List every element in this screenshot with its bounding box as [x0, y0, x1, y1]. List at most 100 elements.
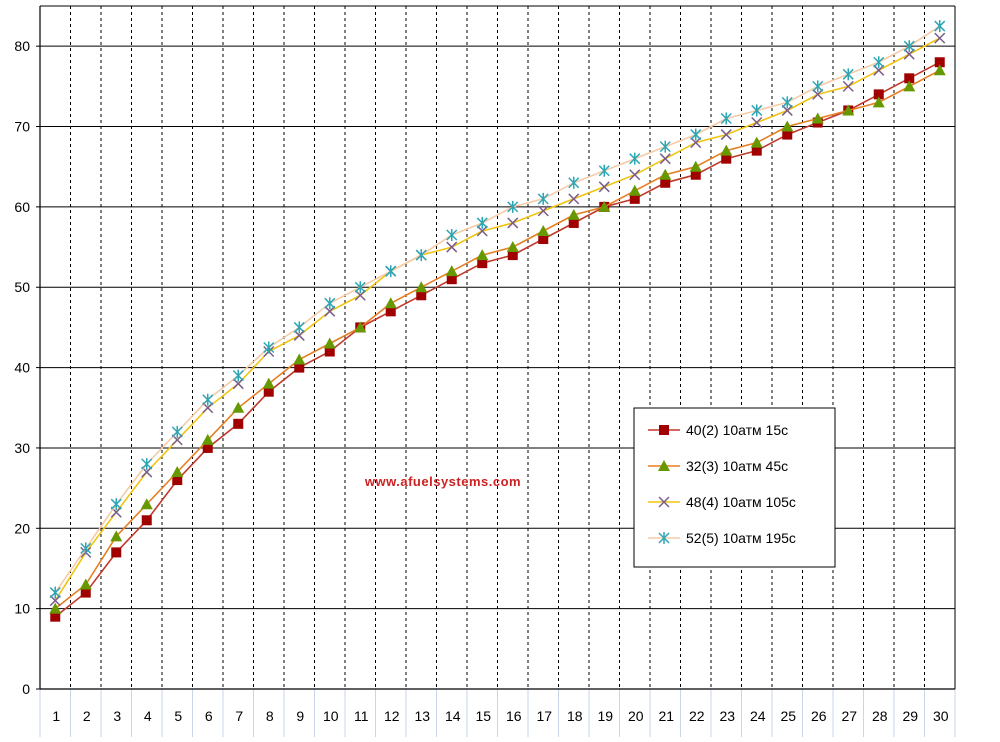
- x-tick-label: 9: [296, 708, 304, 724]
- marker-stroke: [202, 402, 214, 414]
- data-point: [903, 48, 915, 60]
- y-tick-label: 30: [14, 440, 30, 456]
- series-line: [54, 25, 941, 594]
- data-point: [811, 112, 824, 124]
- data-point: [934, 32, 946, 44]
- marker-stroke: [354, 289, 366, 301]
- legend-item: 32(3) 10атм 45с: [648, 458, 788, 474]
- legend-marker: [658, 532, 670, 544]
- x-tick-label: 17: [536, 708, 552, 724]
- legend-item: 48(4) 10атм 105с: [648, 494, 796, 510]
- x-tick-label: 13: [414, 708, 430, 724]
- data-point: [49, 602, 62, 614]
- x-tick-label: 18: [567, 708, 583, 724]
- data-point: [934, 20, 946, 33]
- data-point: [751, 104, 763, 117]
- data-point: [598, 200, 611, 212]
- marker-stroke: [659, 153, 671, 165]
- x-tick-label: 3: [113, 708, 121, 724]
- x-tick-label: 24: [750, 708, 766, 724]
- data-point: [80, 542, 92, 555]
- data-point: [781, 96, 793, 109]
- data-point: [141, 515, 152, 526]
- data-point: [141, 458, 153, 471]
- data-point: [354, 321, 367, 333]
- marker-stroke: [598, 181, 610, 193]
- marker-stroke: [903, 48, 915, 60]
- x-tick-label: 26: [811, 708, 827, 724]
- marker-stroke: [507, 217, 519, 229]
- data-point: [598, 164, 610, 177]
- data-point: [842, 104, 855, 116]
- data-point: [171, 466, 184, 478]
- data-point: [842, 80, 854, 92]
- data-point: [659, 140, 671, 153]
- data-point: [415, 249, 427, 262]
- data-point: [720, 129, 732, 141]
- data-point: [873, 56, 885, 69]
- data-point: [80, 587, 91, 598]
- y-tick-label: 50: [14, 279, 30, 295]
- data-point: [812, 88, 824, 100]
- legend-label: 40(2) 10атм 15с: [686, 422, 788, 438]
- marker-stroke: [658, 496, 670, 508]
- data-point: [629, 193, 640, 204]
- data-point: [293, 353, 306, 365]
- marker-stroke: [476, 225, 488, 237]
- series-1: [50, 57, 945, 622]
- x-tick-label: 5: [174, 708, 182, 724]
- data-point: [111, 547, 122, 558]
- y-tick-label: 70: [14, 119, 30, 135]
- data-point: [324, 346, 335, 357]
- legend-label: 32(3) 10атм 45с: [686, 458, 788, 474]
- x-tick-label: 15: [475, 708, 491, 724]
- data-point: [537, 192, 549, 205]
- x-tick-label: 4: [144, 708, 152, 724]
- data-point: [720, 144, 733, 156]
- marker-stroke: [873, 64, 885, 76]
- legend-item: 52(5) 10атм 195с: [648, 530, 796, 546]
- data-point: [934, 57, 945, 68]
- data-point: [872, 96, 885, 108]
- data-point: [201, 433, 214, 445]
- x-tick-label: 23: [719, 708, 735, 724]
- x-tick-label: 7: [235, 708, 243, 724]
- data-point: [294, 362, 305, 373]
- data-point: [445, 265, 458, 277]
- data-point: [750, 136, 763, 148]
- data-point: [50, 611, 61, 622]
- data-point: [477, 258, 488, 269]
- marker-stroke: [293, 329, 305, 341]
- data-point: [172, 475, 183, 486]
- data-point: [751, 145, 762, 156]
- data-point: [507, 217, 519, 229]
- data-point: [873, 89, 884, 100]
- y-tick-label: 0: [22, 681, 30, 697]
- x-tick-label: 21: [658, 708, 674, 724]
- data-point: [262, 377, 275, 389]
- x-tick-label: 29: [902, 708, 918, 724]
- data-point: [659, 168, 672, 180]
- marker-stroke: [324, 305, 336, 317]
- data-point: [293, 329, 305, 341]
- data-point: [415, 281, 428, 293]
- data-point: [568, 176, 580, 189]
- marker-stroke: [446, 241, 458, 253]
- data-point: [263, 341, 275, 354]
- data-point: [690, 137, 702, 149]
- data-point: [538, 234, 549, 245]
- y-tick-label: 20: [14, 520, 30, 536]
- data-point: [659, 153, 671, 165]
- data-point: [202, 442, 213, 453]
- data-point: [568, 193, 580, 205]
- data-point: [49, 595, 61, 607]
- data-point: [49, 586, 61, 599]
- y-tick-label: 40: [14, 360, 30, 376]
- data-point: [171, 425, 183, 438]
- x-tick-label: 6: [205, 708, 213, 724]
- x-tick-label: 1: [52, 708, 60, 724]
- data-point: [354, 281, 366, 294]
- x-tick-label: 22: [689, 708, 705, 724]
